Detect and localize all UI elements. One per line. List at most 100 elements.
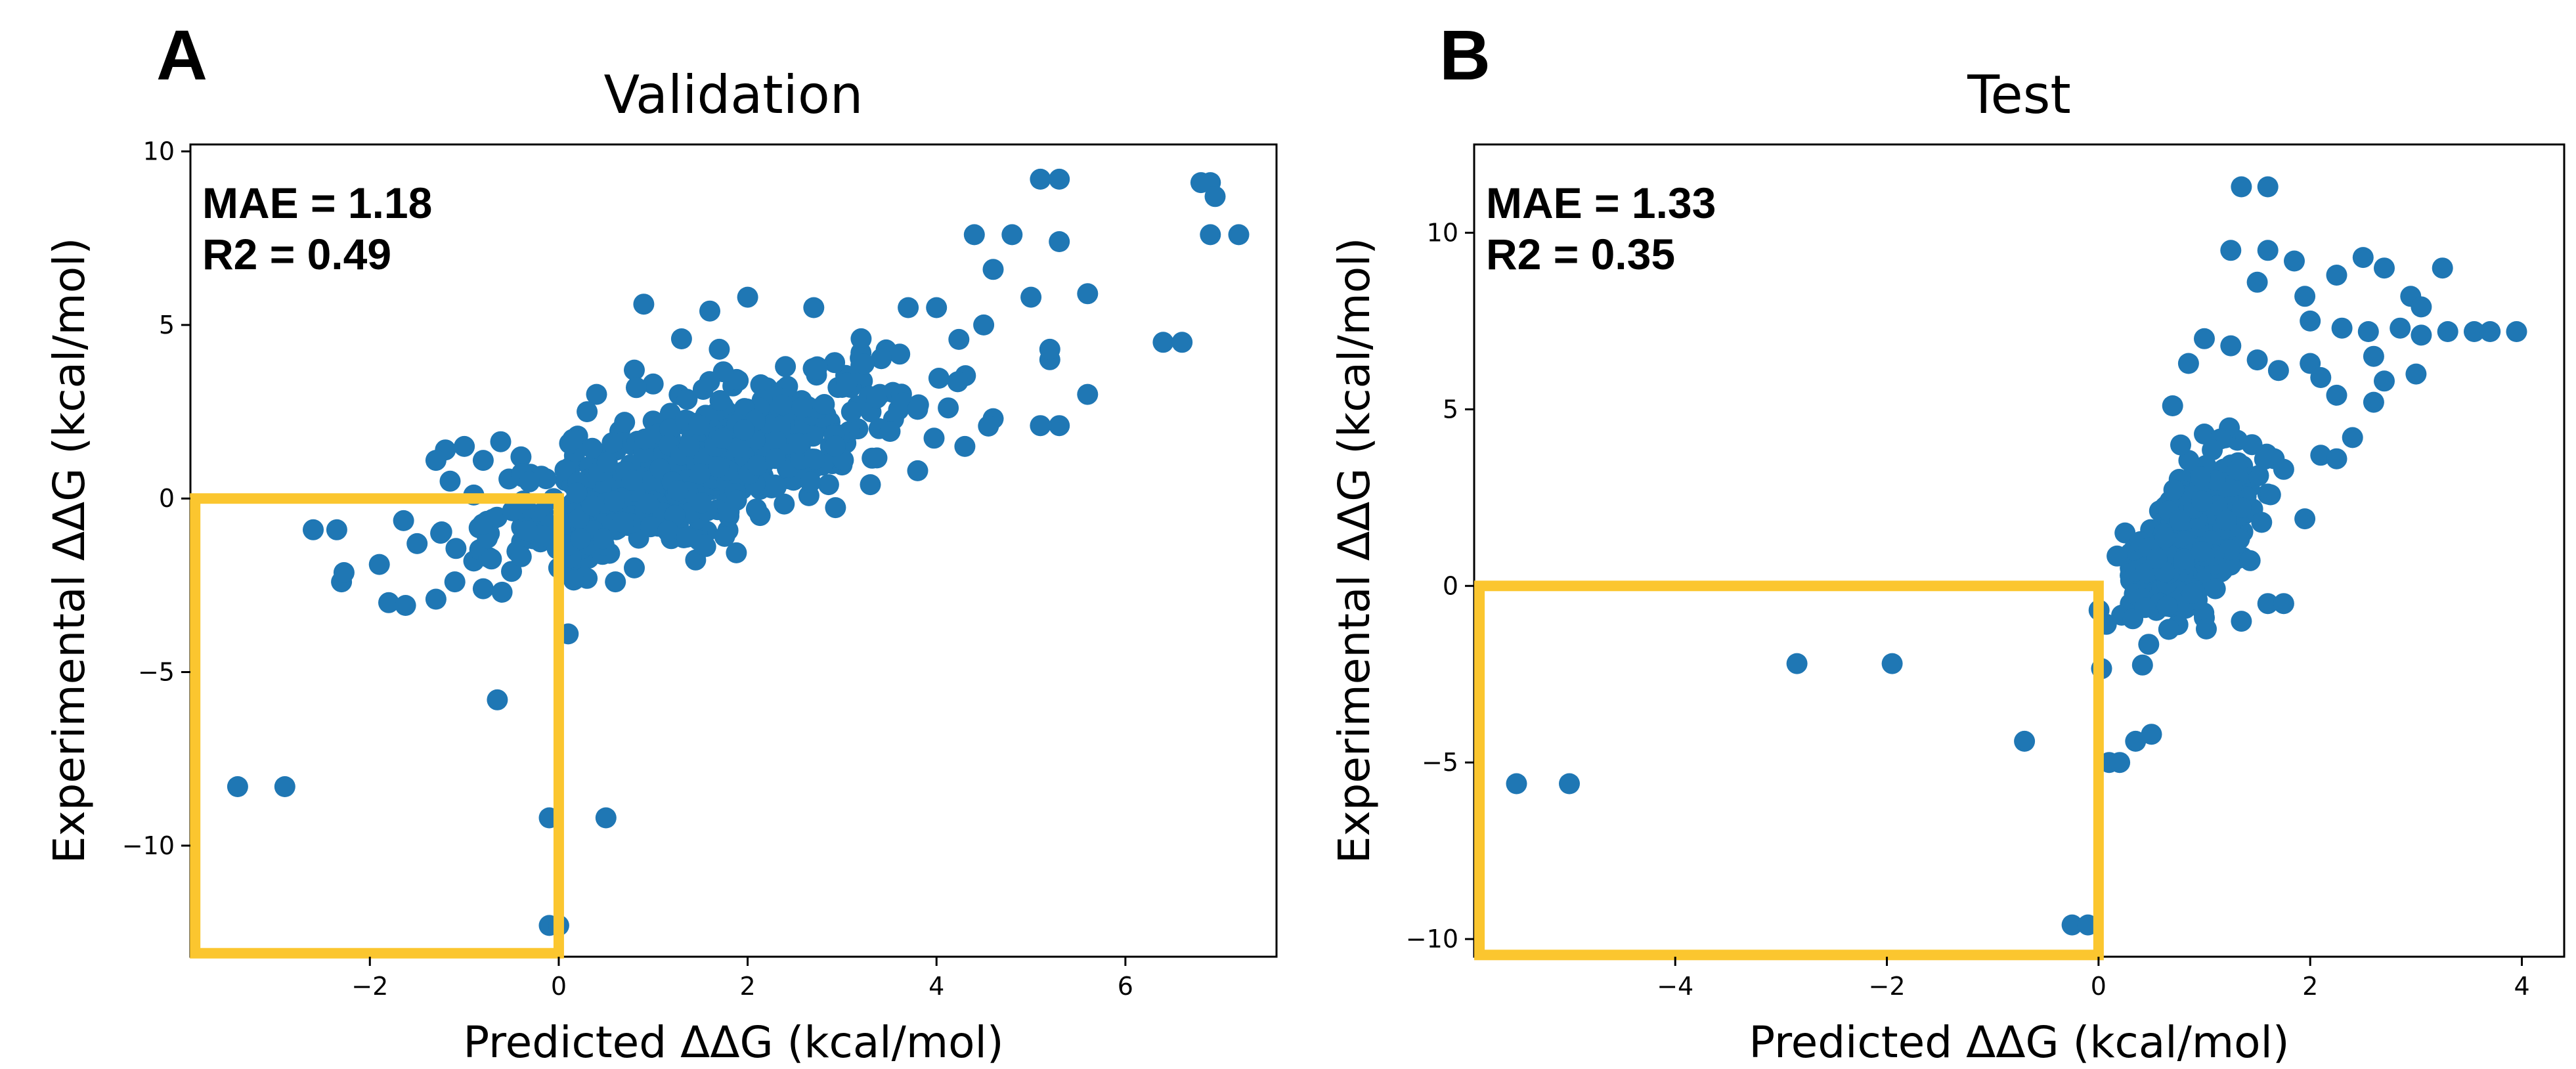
ch1-data-point [2464,321,2485,342]
ch0-data-point [566,482,588,504]
ch1-data-point [2239,550,2261,571]
panel-letter-b: B [1439,15,1491,95]
ch1-data-point [2437,321,2458,342]
ch1-data-point [2061,914,2083,936]
ch0-y-axis-label: Experimental ΔΔG (kcal/mol) [44,238,95,864]
ch0-data-point [689,463,710,485]
ch0-data-point [898,297,919,318]
ch0-data-point [1077,383,1099,405]
ch1-y-tick-label: 0 [1443,571,1458,600]
ch0-data-point [978,415,999,437]
ch0-data-point [570,528,592,550]
ch0-data-point [502,500,523,521]
ch0-data-point [973,314,995,336]
ch0-data-point [948,328,970,350]
ch0-data-point [765,448,787,469]
ch0-data-point [1228,224,1250,246]
ch1-mae-annotation: MAE = 1.33 [1486,179,1716,227]
ch0-data-point [765,431,787,452]
ch0-data-point [472,450,494,471]
ch0-data-point [568,508,590,529]
ch0-data-point [947,371,969,393]
ch1-data-point [2169,509,2191,531]
ch0-data-point [491,581,513,603]
ch1-data-point [2173,548,2195,570]
ch1-data-point [2357,321,2379,342]
ch1-data-point [1881,653,1903,674]
ch1-data-point [2363,391,2384,413]
ch0-data-point [633,294,655,315]
ch1-data-point [2170,434,2191,456]
ch1-x-tick-label: 2 [2302,972,2318,1001]
ch0-data-point [676,389,698,410]
ch0-data-point [431,521,452,542]
ch0-data-point [709,338,730,360]
ch1-data-point [2267,360,2289,382]
ch0-data-point [678,435,700,457]
ch0-data-point [577,401,598,422]
ch1-data-point [2506,321,2527,342]
ch1-data-point [2216,510,2237,531]
ch0-data-point [1152,332,1174,353]
ch0-y-tick-label: −10 [122,831,175,860]
ch1-data-point [2202,439,2223,461]
ch0-data-point [634,428,655,450]
ch1-x-tick-label: −4 [1657,972,1693,1001]
ch1-data-point [2342,427,2363,448]
ch0-data-point [487,689,508,710]
ch0-data-point [923,427,945,449]
ch1-data-point [2231,611,2252,632]
ch0-data-point [1039,338,1060,360]
ch0-data-point [818,474,839,496]
ch1-data-point [2163,479,2185,500]
ch0-data-point [836,372,858,394]
ch0-r2-annotation: R2 = 0.49 [202,230,391,278]
ch1-data-point [2352,247,2374,269]
ch1-data-point [2326,384,2347,406]
ch0-data-point [804,448,825,470]
ch1-data-point [2390,317,2411,339]
ch0-data-point [871,348,892,370]
ch0-data-point [788,433,810,454]
ch0-data-point [563,569,584,591]
ch0-data-point [333,562,355,583]
ch1-data-point [2405,363,2427,385]
ch0-data-point [601,432,623,454]
ch0-data-point [791,397,813,418]
ch0-data-point [766,476,787,498]
ch0-data-point [368,554,390,575]
ch0-data-point [510,446,532,468]
ch1-data-point [2156,596,2178,617]
ch0-data-point [586,383,607,405]
ch1-data-point [2294,508,2316,530]
ch0-y-tick-label: 0 [159,484,175,513]
ch0-data-point [592,528,614,550]
ch1-y-tick-label: −5 [1422,748,1458,777]
ch0-x-axis-label: Predicted ΔΔG (kcal/mol) [463,1017,1003,1068]
ch0-data-point [326,519,347,540]
ch0-data-point [1049,231,1070,252]
ch0-data-point [814,394,835,415]
ch0-data-point [750,374,772,395]
ch1-x-tick-label: 4 [2514,972,2529,1001]
ch1-data-point [2204,578,2226,600]
ch0-data-point [926,297,948,318]
ch0-data-point [227,776,248,797]
ch0-highlight-box [190,493,564,959]
ch0-data-point [395,595,416,616]
ch1-data-point [2248,465,2269,487]
ch1-data-point [2294,286,2316,307]
ch0-data-point [533,525,555,547]
ch0-data-point [621,469,643,491]
ch1-data-point [2411,296,2432,318]
ch0-data-point [938,397,959,419]
ch0-data-point [1200,224,1221,246]
ch1-data-point [2014,730,2036,752]
ch1-data-point [2162,395,2183,416]
ch0-data-point [605,571,626,593]
ch0-data-point [425,450,447,471]
ch0-data-point [659,418,680,440]
ch0-data-point [982,259,1004,280]
ch0-data-point [866,387,888,409]
